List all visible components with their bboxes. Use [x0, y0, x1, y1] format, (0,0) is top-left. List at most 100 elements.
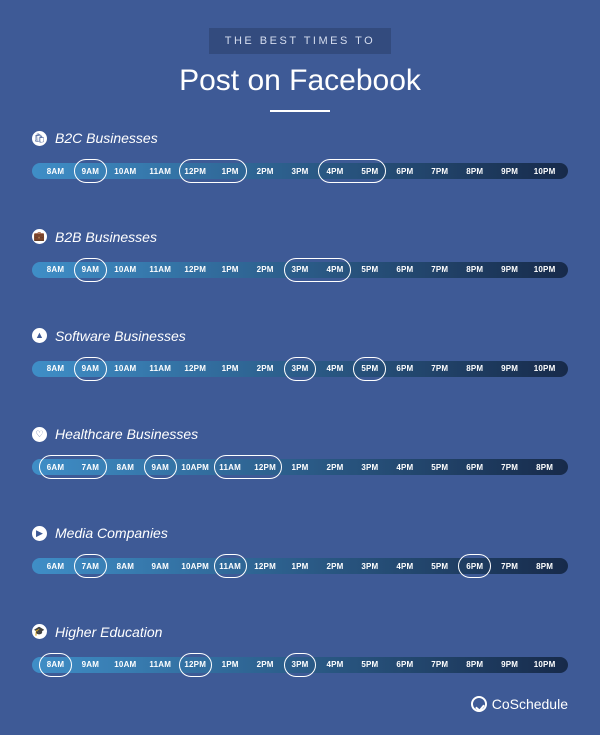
- timeline-hour: 3PM: [283, 167, 318, 176]
- category-icon: ♡: [32, 427, 47, 442]
- timeline-hour: 6AM: [38, 463, 73, 472]
- timeline-hour: 8AM: [38, 167, 73, 176]
- timeline-hour: 2PM: [248, 364, 283, 373]
- category: 🎓 Higher Education 8AM9AM10AM11AM12PM1PM2P…: [32, 624, 568, 680]
- timeline-hour: 9PM: [492, 660, 527, 669]
- timeline-hour: 8PM: [457, 265, 492, 274]
- timeline-hour: 4PM: [318, 265, 353, 274]
- timeline-hour: 1PM: [213, 364, 248, 373]
- timeline-hour: 11AM: [213, 562, 248, 571]
- timeline-hour: 8PM: [527, 562, 562, 571]
- timeline-hour: 9AM: [73, 167, 108, 176]
- timeline-hour: 2PM: [248, 265, 283, 274]
- category-header: ♡Healthcare Businesses: [32, 426, 568, 442]
- category-header: 💼B2B Businesses: [32, 229, 568, 245]
- category: 💼B2B Businesses8AM9AM10AM11AM12PM1PM2PM3…: [32, 229, 568, 285]
- timeline-hour: 9PM: [492, 167, 527, 176]
- timeline: 8AM9AM10AM11AM12PM1PM2PM3PM4PM5PM6PM7PM8…: [32, 354, 568, 384]
- category-icon: ▶: [32, 526, 47, 541]
- timeline-hour: 11AM: [143, 265, 178, 274]
- timeline-hour: 5PM: [352, 167, 387, 176]
- timeline-hour: 6PM: [387, 364, 422, 373]
- timeline-hour: 6PM: [457, 463, 492, 472]
- timeline-hour: 7PM: [492, 562, 527, 571]
- timeline-hour: 10AM: [108, 364, 143, 373]
- timeline-hour: 8AM: [108, 562, 143, 571]
- timeline-hour: 2PM: [318, 463, 353, 472]
- timeline-hour: 4PM: [387, 463, 422, 472]
- timeline-hour: 9AM: [73, 265, 108, 274]
- brand-check-icon: [471, 696, 487, 712]
- timeline-hour: 12PM: [248, 463, 283, 472]
- timeline-hour: 5PM: [352, 660, 387, 669]
- timeline-hour: 5PM: [422, 463, 457, 472]
- timeline-hour: 10PM: [527, 660, 562, 669]
- timeline-hour: 4PM: [318, 167, 353, 176]
- timeline-hour: 7AM: [73, 562, 108, 571]
- timeline-hour: 10PM: [527, 265, 562, 274]
- category-icon: 🛍: [32, 131, 47, 146]
- category-label: Media Companies: [55, 525, 168, 541]
- timeline-hour: 10AM: [108, 167, 143, 176]
- category-header: ▶ Media Companies: [32, 525, 568, 541]
- timeline-hour: 10PM: [527, 364, 562, 373]
- header-subtitle: THE BEST TIMES TO: [209, 28, 392, 54]
- category: 🛍 B2C Businesses 8AM9AM10AM11AM12PM1PM2PM3…: [32, 130, 568, 186]
- timeline-hours: 8AM9AM10AM11AM12PM1PM2PM3PM4PM5PM6PM7PM8…: [32, 650, 568, 680]
- timeline-hour: 12PM: [178, 660, 213, 669]
- category-label: B2C Businesses: [55, 130, 158, 146]
- timeline-hour: 11AM: [143, 167, 178, 176]
- timeline-hour: 6PM: [457, 562, 492, 571]
- timeline-hour: 8AM: [38, 660, 73, 669]
- timeline: 8AM9AM10AM11AM12PM1PM2PM3PM4PM5PM6PM7PM8…: [32, 156, 568, 186]
- timeline-hour: 5PM: [422, 562, 457, 571]
- timeline-hour: 9PM: [492, 265, 527, 274]
- timeline-hour: 9PM: [492, 364, 527, 373]
- timeline-hours: 8AM9AM10AM11AM12PM1PM2PM3PM4PM5PM6PM7PM8…: [32, 156, 568, 186]
- category-label: Higher Education: [55, 624, 162, 640]
- timeline-hour: 1PM: [213, 167, 248, 176]
- timeline-hour: 1PM: [283, 562, 318, 571]
- timeline-hour: 10PM: [527, 167, 562, 176]
- timeline-hour: 8AM: [38, 265, 73, 274]
- timeline-hour: 6PM: [387, 265, 422, 274]
- timeline-hour: 7PM: [492, 463, 527, 472]
- timeline-hour: 6AM: [38, 562, 73, 571]
- timeline-hour: 2PM: [248, 660, 283, 669]
- timeline-hour: 7PM: [422, 265, 457, 274]
- timeline-hour: 11AM: [143, 660, 178, 669]
- timeline-hour: 8AM: [38, 364, 73, 373]
- brand-label: CoSchedule: [492, 696, 568, 712]
- timeline-hour: 7PM: [422, 364, 457, 373]
- category: ▲ Software Businesses 8AM9AM10AM11AM12PM1P…: [32, 328, 568, 384]
- timeline-hour: 11AM: [143, 364, 178, 373]
- timeline-hour: 5PM: [352, 265, 387, 274]
- timeline: 8AM9AM10AM11AM12PM1PM2PM3PM4PM5PM6PM7PM8…: [32, 650, 568, 680]
- timeline-hour: 10AM: [108, 660, 143, 669]
- timeline-hour: 8AM: [108, 463, 143, 472]
- timeline-hour: 8PM: [527, 463, 562, 472]
- timeline-hour: 12PM: [178, 364, 213, 373]
- timeline-hour: 1PM: [213, 660, 248, 669]
- category: ♡Healthcare Businesses 6AM7AM8AM9AM10APM1…: [32, 426, 568, 482]
- title-rule: [270, 110, 330, 112]
- categories-list: 🛍B2C Businesses8AM9AM10AM11AM12PM1PM2PM3…: [32, 130, 568, 686]
- category-label: Software Businesses: [55, 328, 186, 344]
- header-title: Post on Facebook: [32, 64, 568, 98]
- timeline-hour: 5PM: [352, 364, 387, 373]
- timeline-hour: 4PM: [318, 660, 353, 669]
- category-icon: ▲: [32, 328, 47, 343]
- category-header: 🛍 B2C Businesses: [32, 130, 568, 146]
- timeline-hours: 8AM9AM10AM11AM12PM1PM2PM3PM4PM5PM6PM7PM8…: [32, 354, 568, 384]
- timeline-hour: 3PM: [283, 660, 318, 669]
- category-icon: 🎓: [32, 624, 47, 639]
- timeline-hour: 1PM: [283, 463, 318, 472]
- infographic-page: THE BEST TIMES TO Post on Facebook 🛍 B2C …: [0, 0, 600, 735]
- category: ▶Media Companies6AM7AM8AM9AM10APM11AM12P…: [32, 525, 568, 581]
- timeline-hour: 12PM: [178, 265, 213, 274]
- timeline: 6AM7AM8AM9AM10APM11AM12PM1PM2PM3PM4PM5PM…: [32, 452, 568, 482]
- brand: CoSchedule: [471, 696, 568, 712]
- timeline-hour: 4PM: [318, 364, 353, 373]
- timeline-hour: 3PM: [352, 463, 387, 472]
- timeline-hour: 9AM: [73, 660, 108, 669]
